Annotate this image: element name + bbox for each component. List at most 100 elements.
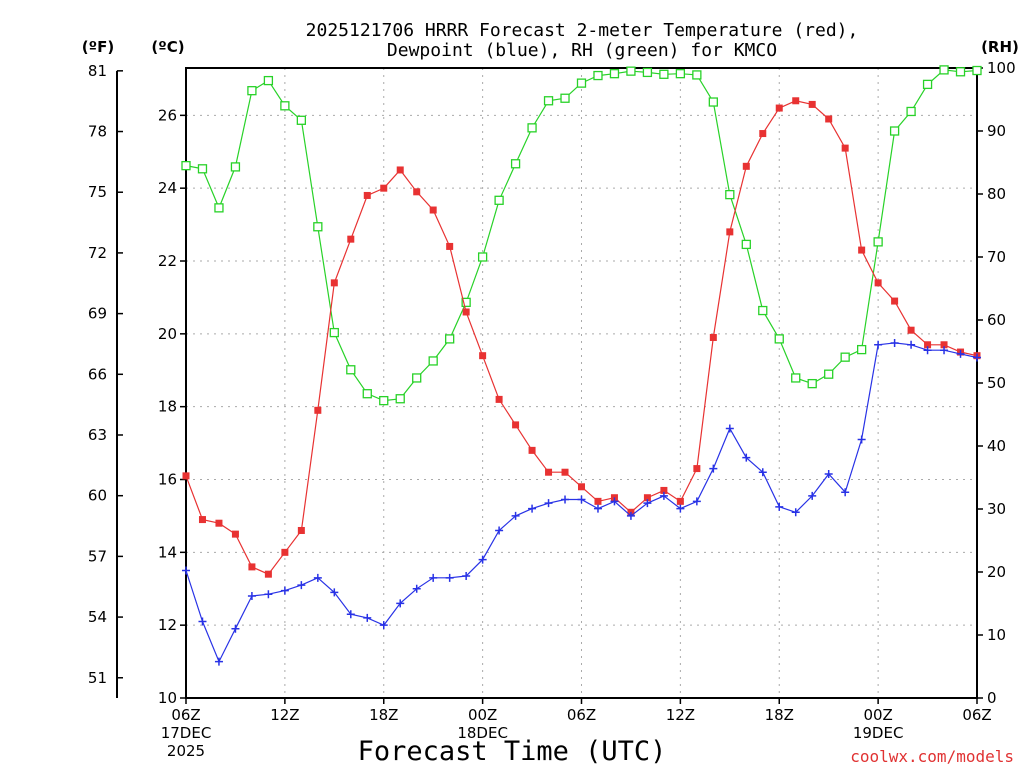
rh-point bbox=[758, 305, 768, 316]
rh-point bbox=[906, 106, 916, 117]
x-tick-label: 00Z bbox=[863, 706, 892, 724]
fahrenheit-tick-label: 81 bbox=[88, 62, 107, 80]
rh-point bbox=[379, 395, 389, 406]
dewpoint-point bbox=[940, 346, 949, 355]
rh-point bbox=[593, 70, 603, 81]
dewpoint-point bbox=[231, 624, 240, 633]
temperature-point bbox=[874, 279, 882, 287]
rh-point bbox=[346, 365, 356, 375]
temperature-point bbox=[198, 516, 206, 524]
tick-labels: 10 12 14 16 18 20 22 24 26 51 54 57 60 63 66 69 72 75 78 81… bbox=[88, 59, 1016, 760]
dewpoint-point bbox=[297, 581, 306, 590]
dewpoint-point bbox=[593, 504, 602, 513]
fahrenheit-tick-label: 54 bbox=[88, 608, 107, 626]
rh-point bbox=[922, 79, 933, 90]
rh-point bbox=[840, 352, 850, 362]
temperature-point bbox=[643, 494, 651, 502]
temperature-point bbox=[940, 341, 948, 349]
unit-label-rh: (RH) bbox=[981, 38, 1019, 56]
rh-point bbox=[445, 334, 455, 344]
dewpoint-point bbox=[528, 504, 537, 513]
rh-tick-label: 40 bbox=[987, 437, 1006, 455]
x-tick-label: 06Z bbox=[567, 706, 596, 724]
celsius-tick-label: 22 bbox=[158, 252, 177, 270]
dewpoint-point bbox=[478, 555, 487, 564]
rh-tick-label: 90 bbox=[987, 122, 1006, 140]
temperature-point bbox=[759, 130, 767, 138]
temperature-point bbox=[248, 563, 256, 571]
temperature-point bbox=[462, 308, 470, 316]
x-tick-label: 00Z bbox=[468, 706, 497, 724]
temperature-point bbox=[413, 188, 421, 196]
temperature-point bbox=[578, 483, 585, 491]
temperature-point bbox=[858, 246, 866, 254]
rh-point bbox=[824, 369, 834, 379]
rh-point bbox=[313, 222, 323, 232]
dewpoint-point bbox=[396, 599, 405, 608]
rh-tick-label: 10 bbox=[987, 626, 1006, 644]
x-tick-label: 18DEC bbox=[457, 724, 508, 742]
grid-lines bbox=[186, 68, 977, 698]
dewpoint-point bbox=[709, 464, 718, 473]
rh-point bbox=[889, 126, 900, 136]
dewpoint-point bbox=[462, 572, 471, 581]
temperature-point bbox=[808, 100, 816, 108]
temperature-point bbox=[792, 97, 800, 105]
dewpoint-point bbox=[264, 590, 273, 599]
rh-tick-label: 0 bbox=[987, 689, 997, 707]
dewpoint-point bbox=[808, 491, 817, 500]
dewpoint-point bbox=[791, 508, 800, 517]
temperature-point bbox=[396, 166, 404, 174]
rh-point bbox=[263, 75, 274, 86]
rh-point bbox=[527, 123, 537, 133]
rh-point bbox=[181, 160, 191, 171]
rh-point bbox=[791, 373, 801, 383]
temperature-point bbox=[676, 497, 684, 505]
celsius-tick-label: 14 bbox=[158, 543, 177, 561]
x-tick-label: 18Z bbox=[369, 706, 398, 724]
rh-point bbox=[741, 239, 751, 250]
rh-point bbox=[626, 66, 636, 76]
dewpoint-point bbox=[313, 573, 322, 582]
celsius-tick-label: 18 bbox=[158, 398, 177, 416]
rh-point bbox=[774, 334, 784, 344]
dewpoint-point bbox=[956, 349, 965, 358]
x-axis-title: Forecast Time (UTC) bbox=[358, 736, 667, 767]
rh-point bbox=[972, 65, 982, 76]
rh-point bbox=[214, 203, 224, 213]
fahrenheit-tick-label: 51 bbox=[88, 669, 107, 687]
temperature-point bbox=[891, 297, 899, 305]
rh-point bbox=[247, 86, 257, 96]
temperature-point bbox=[215, 519, 223, 527]
temperature-point bbox=[347, 235, 355, 243]
fahrenheit-tick-label: 75 bbox=[88, 183, 107, 201]
dewpoint-point bbox=[346, 610, 355, 619]
dewpoint-point bbox=[725, 424, 734, 433]
dewpoint-point bbox=[561, 495, 570, 504]
dewpoint-point bbox=[429, 573, 438, 582]
dewpoint-point bbox=[214, 657, 223, 666]
dewpoint-point bbox=[182, 566, 190, 575]
rh-point bbox=[576, 78, 587, 88]
x-tick-label: 19DEC bbox=[853, 724, 904, 742]
dewpoint-point bbox=[198, 617, 207, 626]
x-tick-label: 06Z bbox=[962, 706, 991, 724]
temperature-point bbox=[693, 465, 701, 473]
chart-title-line2: Dewpoint (blue), RH (green) for KMCO bbox=[387, 40, 777, 61]
dewpoint-point bbox=[626, 511, 635, 520]
dewpoint-point bbox=[577, 495, 586, 504]
temperature-point bbox=[231, 530, 239, 538]
temperature-point bbox=[841, 144, 849, 152]
dewpoint-point bbox=[758, 468, 767, 477]
credit-text: coolwx.com/models bbox=[850, 747, 1014, 766]
dewpoint-point bbox=[445, 573, 454, 582]
rh-point bbox=[725, 189, 735, 200]
dewpoint-point bbox=[511, 511, 520, 520]
celsius-tick-label: 16 bbox=[158, 471, 177, 489]
dewpoint-point bbox=[247, 592, 256, 601]
temperature-point bbox=[907, 326, 915, 334]
rh-point bbox=[659, 69, 669, 79]
rh-tick-label: 80 bbox=[987, 185, 1006, 203]
rh-tick-label: 50 bbox=[987, 374, 1006, 392]
